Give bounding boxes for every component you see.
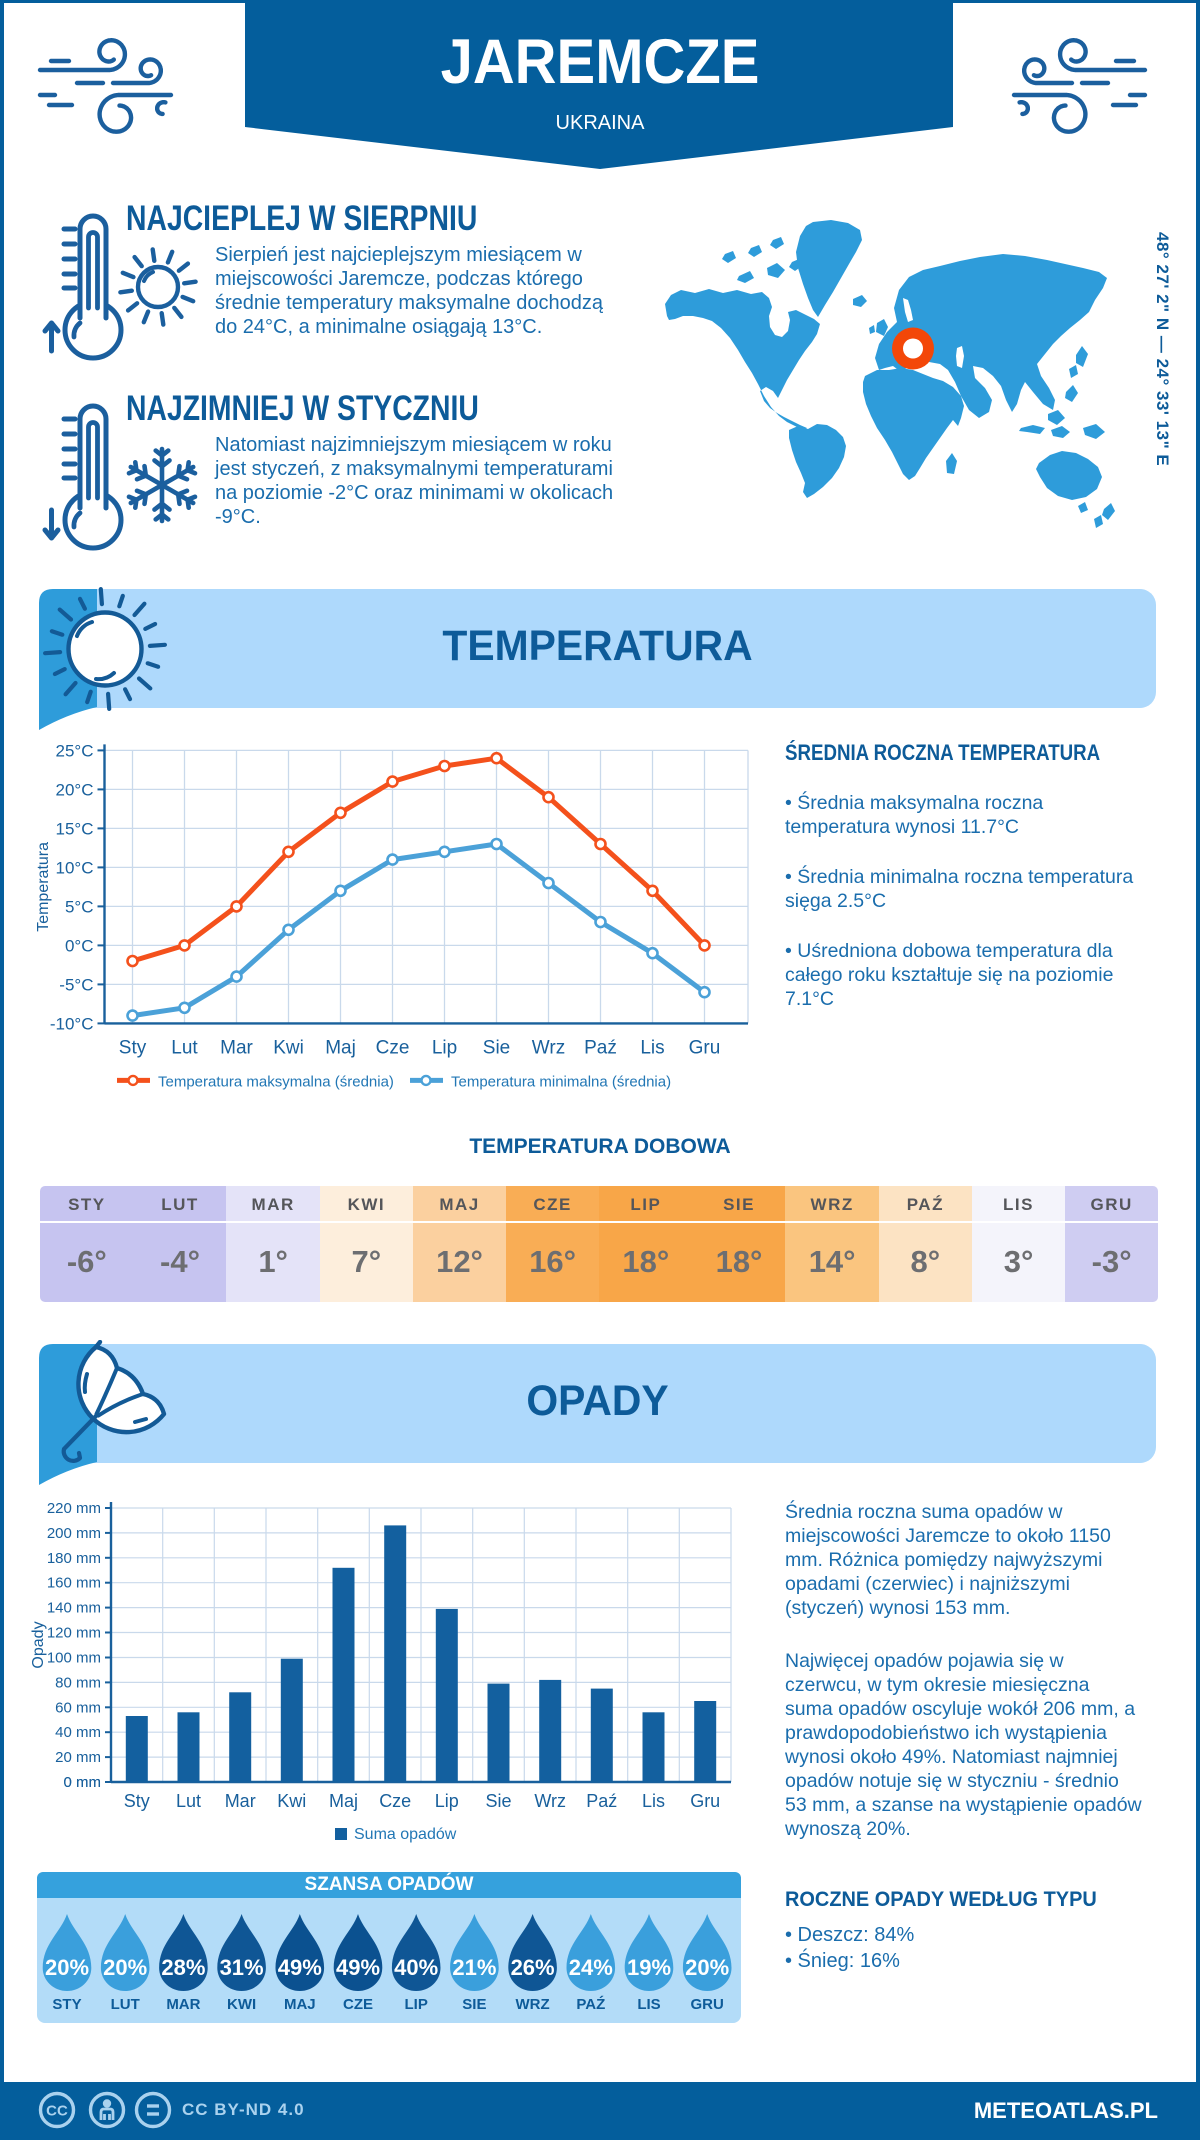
svg-text:19%: 19% — [627, 1955, 671, 1980]
svg-text:Maj: Maj — [325, 1037, 356, 1058]
svg-text:LIP: LIP — [405, 1996, 428, 2013]
svg-text:Lis: Lis — [640, 1037, 664, 1058]
svg-text:60 mm: 60 mm — [55, 1699, 101, 1716]
svg-text:0 mm: 0 mm — [64, 1774, 102, 1791]
svg-text:140 mm: 140 mm — [47, 1600, 101, 1617]
svg-text:Sie: Sie — [483, 1037, 510, 1058]
svg-text:Gru: Gru — [689, 1037, 721, 1058]
svg-text:49%: 49% — [336, 1955, 380, 1980]
svg-text:Sty: Sty — [119, 1037, 147, 1058]
svg-text:Lut: Lut — [176, 1791, 201, 1811]
svg-text:180 mm: 180 mm — [47, 1550, 101, 1567]
svg-text:-10°C: -10°C — [50, 1014, 94, 1033]
svg-text:Opady: Opady — [30, 1621, 47, 1668]
svg-text:STY: STY — [52, 1996, 81, 2013]
svg-text:26%: 26% — [511, 1955, 555, 1980]
svg-text:20%: 20% — [685, 1955, 729, 1980]
svg-text:0°C: 0°C — [65, 936, 94, 955]
svg-text:KWI: KWI — [227, 1996, 256, 2013]
svg-text:Lis: Lis — [642, 1791, 665, 1811]
svg-text:20°C: 20°C — [56, 780, 94, 799]
svg-text:Suma opadów: Suma opadów — [354, 1826, 457, 1843]
svg-text:Temperatura: Temperatura — [35, 842, 52, 932]
svg-text:Paź: Paź — [584, 1037, 617, 1058]
svg-text:Mar: Mar — [225, 1791, 256, 1811]
svg-text:Kwi: Kwi — [273, 1037, 304, 1058]
svg-text:Lut: Lut — [171, 1037, 198, 1058]
svg-text:24%: 24% — [569, 1955, 613, 1980]
svg-text:Sty: Sty — [124, 1791, 150, 1811]
svg-text:20 mm: 20 mm — [55, 1749, 101, 1766]
svg-text:Gru: Gru — [690, 1791, 720, 1811]
svg-text:LIS: LIS — [637, 1996, 660, 2013]
svg-text:WRZ: WRZ — [516, 1996, 550, 2013]
svg-text:220 mm: 220 mm — [47, 1500, 101, 1517]
svg-text:10°C: 10°C — [56, 858, 94, 877]
svg-text:28%: 28% — [161, 1955, 205, 1980]
svg-text:SIE: SIE — [462, 1996, 486, 2013]
svg-text:80 mm: 80 mm — [55, 1674, 101, 1691]
svg-text:Paź: Paź — [586, 1791, 617, 1811]
svg-text:Sie: Sie — [485, 1791, 511, 1811]
svg-text:Lip: Lip — [432, 1037, 457, 1058]
svg-text:120 mm: 120 mm — [47, 1625, 101, 1642]
svg-text:200 mm: 200 mm — [47, 1525, 101, 1542]
svg-text:20%: 20% — [45, 1955, 89, 1980]
svg-text:CC: CC — [46, 2103, 68, 2120]
svg-text:21%: 21% — [452, 1955, 496, 1980]
svg-text:Wrz: Wrz — [534, 1791, 566, 1811]
svg-text:25°C: 25°C — [56, 741, 94, 760]
svg-text:Lip: Lip — [435, 1791, 459, 1811]
svg-text:Kwi: Kwi — [277, 1791, 306, 1811]
svg-text:Temperatura minimalna (średnia: Temperatura minimalna (średnia) — [451, 1073, 671, 1090]
svg-text:GRU: GRU — [691, 1996, 724, 2013]
svg-text:0 mm: 0 mm — [64, 1774, 102, 1791]
svg-text:40%: 40% — [394, 1955, 438, 1980]
svg-text:15°C: 15°C — [56, 819, 94, 838]
svg-text:LUT: LUT — [111, 1996, 140, 2013]
svg-text:49%: 49% — [278, 1955, 322, 1980]
svg-text:160 mm: 160 mm — [47, 1575, 101, 1592]
svg-text:MAJ: MAJ — [284, 1996, 316, 2013]
svg-text:CZE: CZE — [343, 1996, 373, 2013]
svg-text:Wrz: Wrz — [532, 1037, 565, 1058]
svg-text:100 mm: 100 mm — [47, 1650, 101, 1667]
svg-text:31%: 31% — [220, 1955, 264, 1980]
svg-text:5°C: 5°C — [65, 897, 94, 916]
svg-text:-5°C: -5°C — [59, 975, 93, 994]
svg-text:PAŹ: PAŹ — [576, 1996, 605, 2013]
svg-text:Cze: Cze — [379, 1791, 411, 1811]
svg-text:Mar: Mar — [220, 1037, 253, 1058]
svg-text:Maj: Maj — [329, 1791, 358, 1811]
svg-text:MAR: MAR — [166, 1996, 200, 2013]
svg-text:20%: 20% — [103, 1955, 147, 1980]
svg-text:Cze: Cze — [376, 1037, 410, 1058]
svg-text:40 mm: 40 mm — [55, 1724, 101, 1741]
svg-text:Temperatura maksymalna (średni: Temperatura maksymalna (średnia) — [158, 1073, 394, 1090]
